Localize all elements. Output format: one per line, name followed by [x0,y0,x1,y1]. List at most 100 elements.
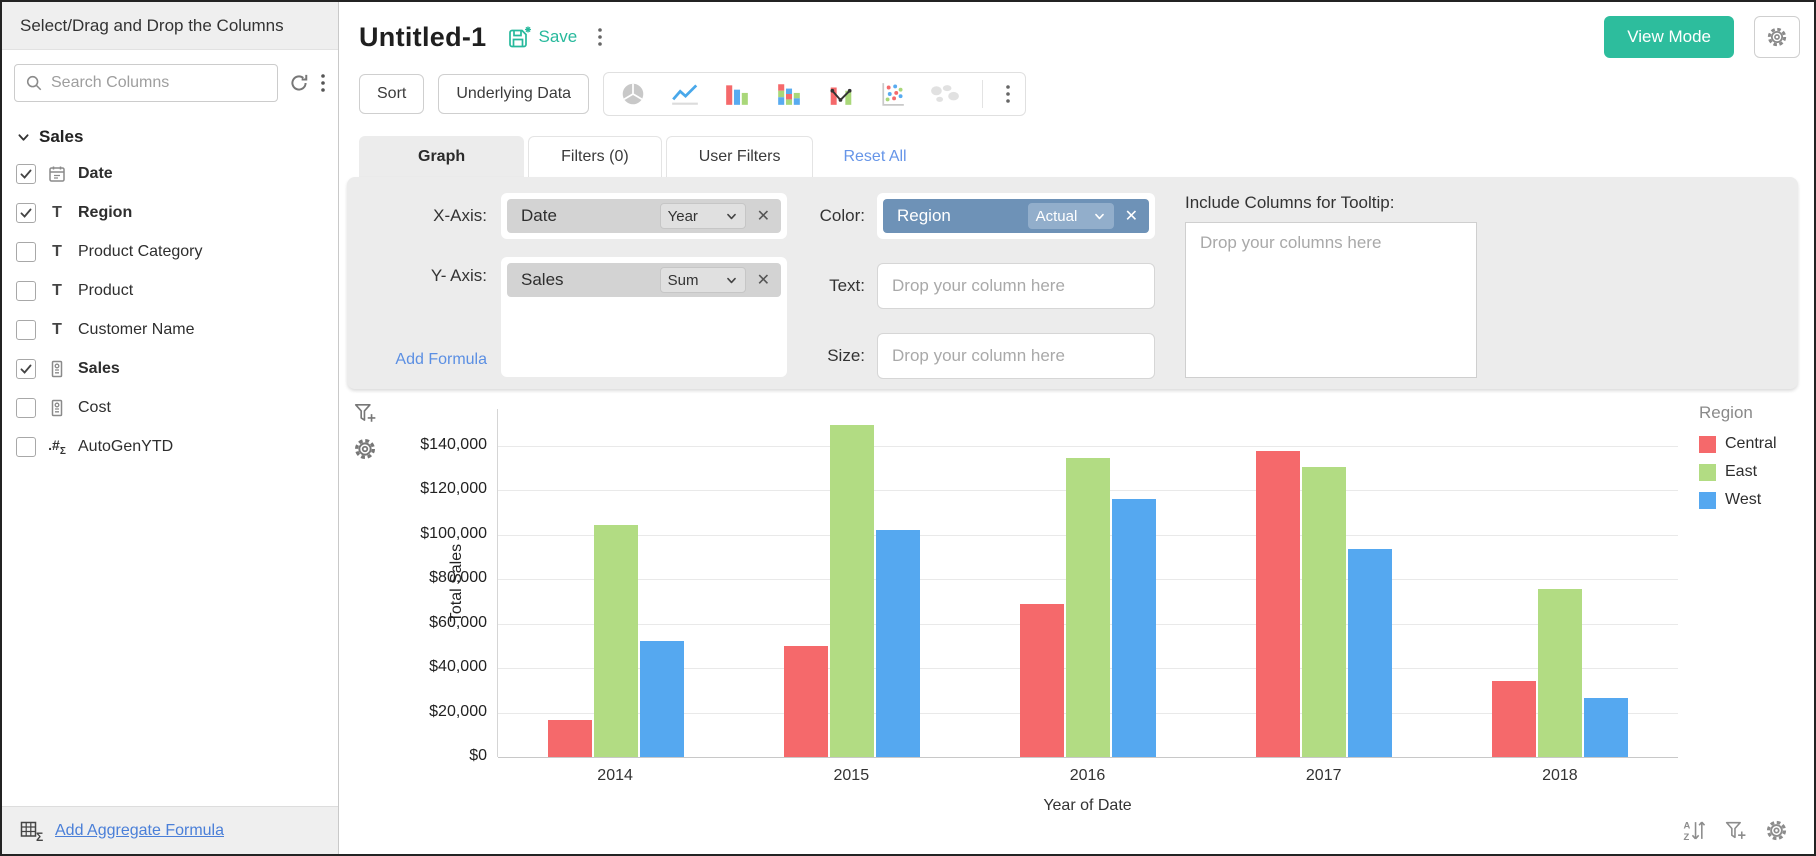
legend-item-central[interactable]: Central [1699,435,1777,453]
column-row-cost[interactable]: Cost [16,388,324,427]
text-dropzone[interactable]: Drop your column here [877,263,1155,309]
legend: Region Central East West [1699,403,1777,519]
x-axis-remove-icon[interactable]: ✕ [756,208,770,225]
search-input[interactable] [51,74,267,92]
size-dropzone[interactable]: Drop your column here [877,333,1155,379]
chart-area: Total Sales $0 $20,000 $40,000 $60,000 $80,0… [339,389,1814,854]
y-tick-label: $80,000 [429,569,487,587]
filter-plus-icon[interactable] [1724,819,1747,842]
column-checkbox[interactable] [16,397,36,418]
column-label: Customer Name [78,320,195,338]
y-axis-field-chip[interactable]: Sales Sum ✕ [507,263,781,297]
refresh-icon[interactable] [288,72,310,94]
column-checkbox[interactable] [16,319,36,340]
legend-swatch [1699,435,1716,453]
column-row-product-category[interactable]: T Product Category [16,232,324,271]
chart-corner-tools [1683,819,1788,842]
bar-east-2014[interactable] [594,524,638,757]
color-remove-icon[interactable]: ✕ [1124,208,1138,225]
text-type-icon: T [52,281,62,299]
sidebar-more-options-icon[interactable] [320,73,326,93]
x-axis-function-select[interactable]: Year [659,203,746,229]
color-field-chip[interactable]: Region Actual ✕ [883,199,1149,233]
save-button[interactable]: Save [507,25,577,50]
bar-west-2016[interactable] [1112,499,1156,757]
column-checkbox[interactable] [16,241,36,262]
tooltip-columns-label: Include Columns for Tooltip: [1185,193,1395,212]
column-row-autogenytd[interactable]: .#Σ AutoGenYTD [16,427,324,466]
legend-item-west[interactable]: West [1699,491,1777,509]
settings-button[interactable] [1754,16,1800,58]
bar-central-2015[interactable] [784,645,828,757]
y-tick-label: $120,000 [420,480,487,498]
tabs-row: Graph Filters (0) User Filters Reset All [339,116,1814,177]
bar-central-2017[interactable] [1256,451,1300,757]
pie-chart-icon[interactable] [618,81,648,107]
bar-chart-icon[interactable] [722,81,752,107]
add-formula-link[interactable]: Add Formula [395,351,487,368]
tooltip-dropzone[interactable]: Drop your columns here [1185,222,1477,378]
legend-item-east[interactable]: East [1699,463,1777,481]
sort-button[interactable]: Sort [359,74,425,114]
bar-west-2018[interactable] [1584,698,1628,757]
bar-west-2017[interactable] [1348,549,1392,757]
y-axis-remove-icon[interactable]: ✕ [756,272,770,289]
bar-west-2014[interactable] [640,641,684,757]
x-tick-label-2015: 2015 [833,767,870,784]
chevron-down-icon [1093,210,1106,223]
x-axis-title: Year of Date [1043,797,1132,814]
chart-type-more-options-icon[interactable] [1005,84,1011,104]
column-label: Cost [78,398,111,416]
column-row-region[interactable]: T Region [16,193,324,232]
column-checkbox[interactable] [16,358,36,379]
bar-east-2018[interactable] [1538,589,1582,757]
table-group-sales[interactable]: Sales [16,120,324,154]
bar-west-2015[interactable] [876,530,920,757]
line-chart-icon[interactable] [670,81,700,107]
column-row-customer-name[interactable]: T Customer Name [16,310,324,349]
sort-az-icon[interactable] [1683,819,1706,842]
reset-all-link[interactable]: Reset All [843,148,907,165]
scatter-chart-icon[interactable] [878,81,908,107]
column-row-sales[interactable]: Sales [16,349,324,388]
combo-chart-icon[interactable] [826,81,856,107]
underlying-data-button[interactable]: Underlying Data [438,74,590,114]
tab-filters-0[interactable]: Filters (0) [528,136,662,177]
view-mode-button[interactable]: View Mode [1604,16,1734,58]
bar-east-2016[interactable] [1066,458,1110,757]
add-filter-icon[interactable] [353,401,377,425]
search-box[interactable] [14,64,278,102]
column-checkbox[interactable] [16,280,36,301]
column-checkbox[interactable] [16,163,36,184]
gear-icon[interactable] [1765,819,1788,842]
bar-central-2016[interactable] [1020,603,1064,757]
bar-central-2014[interactable] [548,720,592,757]
tab-user-filters[interactable]: User Filters [665,136,814,177]
stacked-bar-chart-icon[interactable] [774,81,804,107]
legend-swatch [1699,463,1716,481]
bar-east-2017[interactable] [1302,467,1346,757]
y-axis-function-value: Sum [667,271,699,289]
x-axis-dropzone[interactable]: Date Year ✕ [501,193,787,239]
x-tick-labels: 2014 2015 2016 2017 2018 [497,767,1678,785]
column-row-product[interactable]: T Product [16,271,324,310]
y-axis-function-select[interactable]: Sum [659,267,746,293]
column-row-date[interactable]: Date [16,154,324,193]
chart-settings-gear-icon[interactable] [353,437,377,461]
text-label: Text: [829,276,865,295]
bar-east-2015[interactable] [830,424,874,757]
add-aggregate-formula-link[interactable]: Add Aggregate Formula [55,821,224,839]
bar-central-2018[interactable] [1492,681,1536,757]
x-axis-field-chip[interactable]: Date Year ✕ [507,199,781,233]
tab-graph[interactable]: Graph [359,136,525,177]
y-axis-dropzone[interactable]: Sales Sum ✕ [501,257,787,377]
color-dropzone[interactable]: Region Actual ✕ [877,193,1155,239]
title-more-options-icon[interactable] [597,27,603,47]
color-function-select[interactable]: Actual [1027,203,1114,229]
y-tick-label: $140,000 [420,435,487,453]
map-chart-icon[interactable] [930,81,960,107]
y-tick-label: $40,000 [429,658,487,676]
legend-label: Central [1725,435,1777,452]
column-checkbox[interactable] [16,436,36,457]
column-checkbox[interactable] [16,202,36,223]
